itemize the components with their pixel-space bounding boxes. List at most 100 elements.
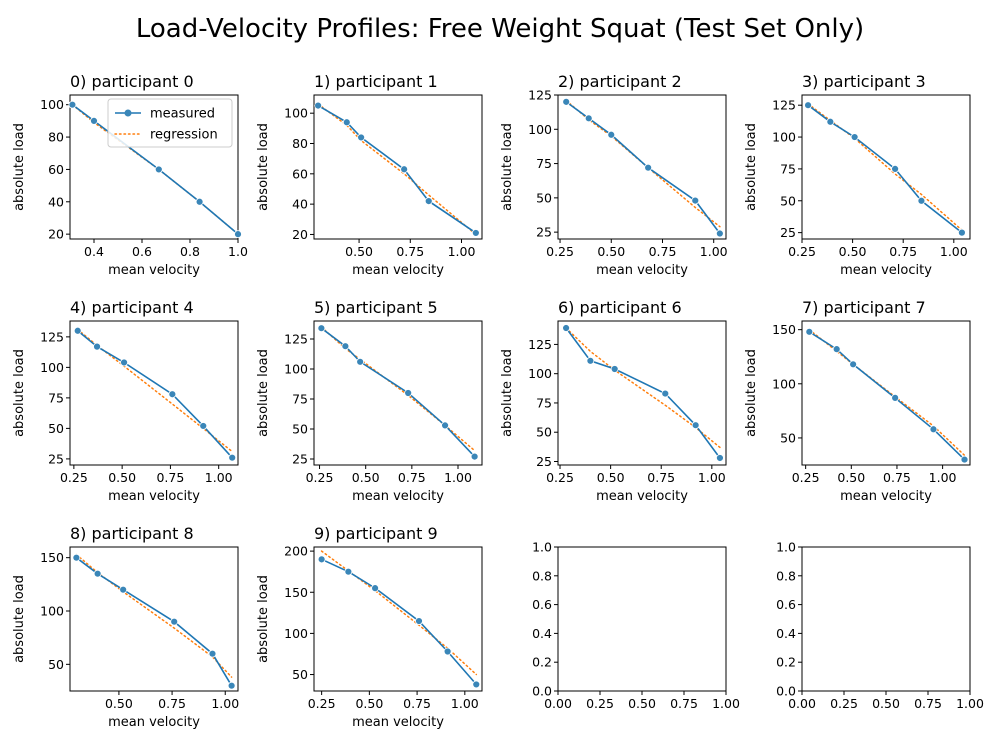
measured-point [891,393,900,402]
regression-line [807,103,963,231]
subplot-title: 4) participant 4 [70,298,194,317]
measured-point [119,585,128,594]
x-tick-label: 1.00 [712,696,740,711]
y-tick-label: 125 [528,88,552,103]
y-tick-label: 80 [48,130,64,145]
x-tick-label: 0.75 [398,470,426,485]
x-tick-label: 0.6 [132,244,152,259]
y-tick-label: 50 [48,421,64,436]
x-tick-label: 0.50 [872,696,900,711]
x-tick-label: 0.25 [308,696,336,711]
subplot-6: 0.25 0.50 0.75 1.00 25 50 75 100 125 6) participa… [500,298,727,504]
measured-point [170,617,179,626]
measured-point [472,680,481,689]
measured-point [441,421,449,430]
measured-point [716,454,724,462]
measured-point [317,555,326,564]
y-axis-label: absolute load [500,123,515,211]
subplot-title: 0) participant 0 [70,72,194,91]
y-tick-label: 150 [772,322,796,337]
x-axis-label: mean velocity [596,263,688,278]
measured-point [314,101,322,110]
measured-point [208,649,217,658]
measured-line [320,327,476,458]
x-axis-label: mean velocity [596,489,688,504]
legend: measured regression [107,98,233,148]
axes-frame [557,94,727,240]
x-tick-label: 1.00 [451,696,479,711]
y-tick-label: 50 [48,657,64,672]
measured-point [356,357,365,366]
y-tick-label: 100 [772,376,796,391]
x-tick-label: 0.25 [60,470,88,485]
subplot-10: 0.00 0.25 0.50 0.75 1.00 0.0 0.2 0.4 0.6 0.8 1.0 [532,540,740,712]
y-axis-label: absolute load [12,123,27,211]
measured-point [344,567,353,576]
measured-point [90,116,98,125]
measured-point [644,163,653,172]
axes-frame [69,546,239,692]
measured-point [826,117,835,126]
y-tick-label: 80 [292,136,308,151]
measured-point [341,342,350,351]
measured-point [850,133,859,141]
y-tick-label: 0.4 [532,626,552,641]
x-tick-label: 0.8 [180,244,200,259]
y-tick-label: 150 [40,550,64,565]
y-tick-label: 60 [48,162,64,177]
legend-box [107,98,233,148]
x-tick-label: 0.50 [839,244,867,259]
measured-line [565,327,721,459]
measured-point [715,229,724,238]
x-tick-label: 1.00 [444,470,472,485]
subplot-title: 9) participant 9 [314,524,438,543]
y-tick-label: 25 [536,454,552,469]
y-tick-label: 125 [40,329,64,344]
x-tick-label: 0.25 [546,244,574,259]
y-tick-label: 100 [284,362,308,377]
x-tick-label: 0.75 [649,244,677,259]
x-tick-label: 0.75 [889,244,917,259]
subplot-0: 0.4 0.6 0.8 1.0 20 40 60 80 100 0) participant 0 m… [12,72,248,278]
x-tick-label: 1.00 [929,470,957,485]
y-tick-label: 0.0 [532,684,552,699]
measured-line [808,331,966,461]
measured-point [562,97,571,106]
y-tick-label: 0.6 [532,597,552,612]
x-tick-label: 0.50 [355,696,383,711]
measured-point [610,365,619,373]
subplot-title: 3) participant 3 [802,72,926,91]
x-tick-label: 0.75 [156,470,184,485]
y-axis-label: absolute load [12,349,27,437]
y-tick-label: 0.0 [776,684,796,699]
x-axis-label: mean velocity [108,715,200,730]
subplot-9: 0.25 0.50 0.75 1.00 50 100 150 200 9) participan… [256,524,483,730]
measured-point [68,100,77,109]
x-tick-label: 0.50 [597,244,625,259]
x-tick-label: 0.50 [105,696,133,711]
y-tick-label: 50 [292,422,308,437]
x-tick-label: 0.00 [544,696,572,711]
legend-regression-label: regression [150,128,218,143]
measured-point [470,452,479,461]
x-tick-label: 0.4 [84,244,104,259]
y-tick-label: 0.2 [776,655,796,670]
x-tick-label: 0.50 [345,244,373,259]
x-axis-label: mean velocity [840,489,932,504]
measured-line [321,558,477,685]
x-axis-label: mean velocity [108,489,200,504]
measured-point [691,196,700,205]
y-tick-label: 50 [780,193,796,208]
regression-line [317,103,477,236]
y-tick-label: 150 [284,585,308,600]
x-tick-label: 0.50 [597,470,625,485]
x-tick-label: 1.00 [940,244,968,259]
subplot-3: 0.25 0.50 0.75 1.00 25 50 75 100 125 3) participa… [744,72,971,278]
axes-frame [69,320,239,466]
y-tick-label: 200 [284,544,308,559]
y-tick-label: 25 [780,225,796,240]
measured-point [154,165,163,174]
subplot-grid: 0.4 0.6 0.8 1.0 20 40 60 80 100 0) participant 0 m… [12,72,984,730]
y-tick-label: 0.6 [776,597,796,612]
